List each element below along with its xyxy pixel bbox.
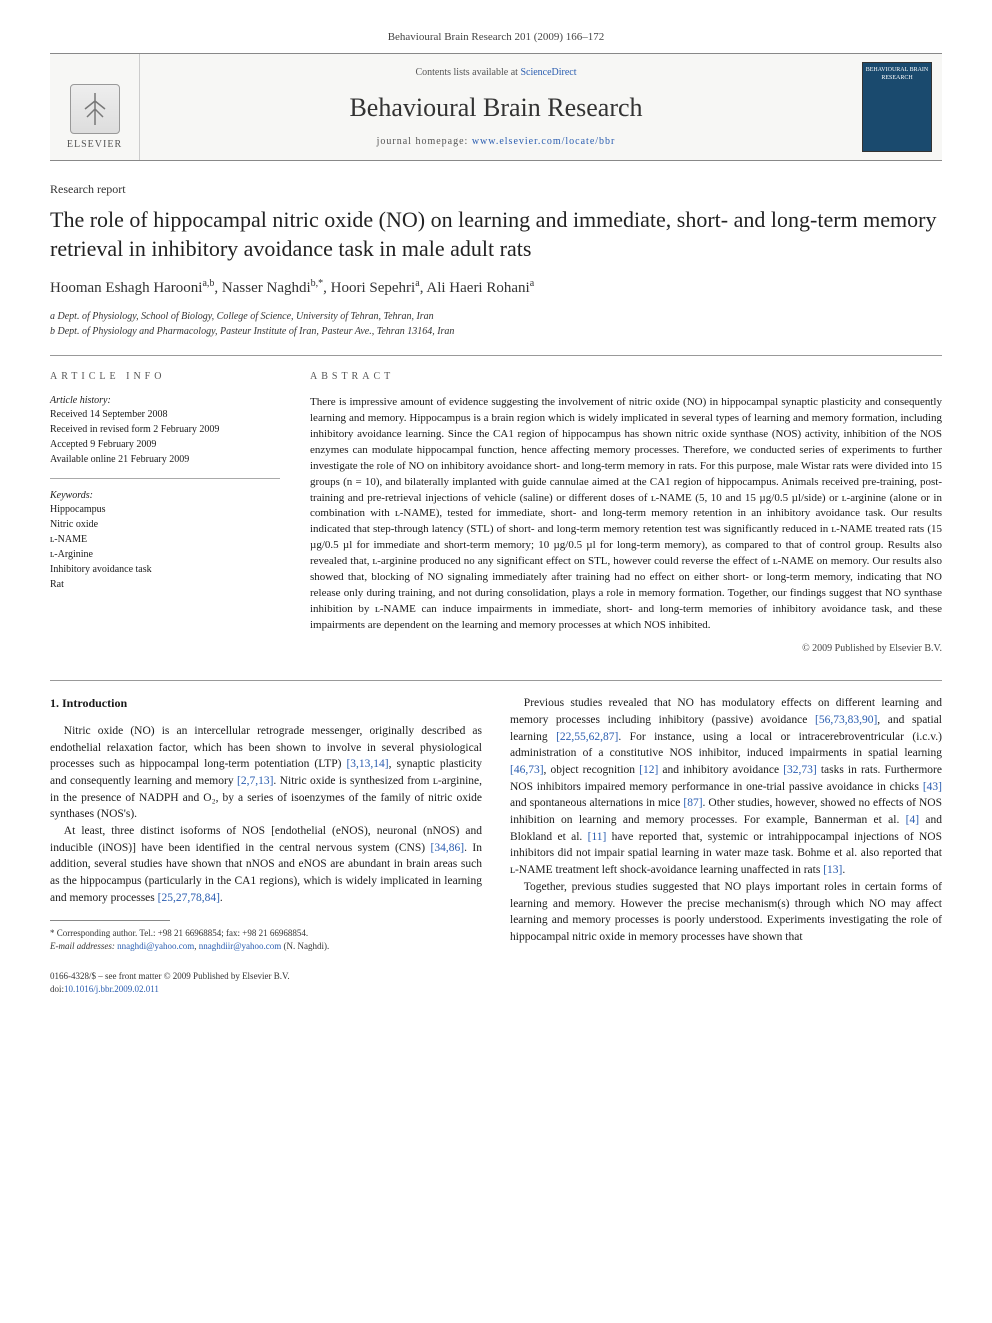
citation-link[interactable]: [4] [906, 814, 919, 826]
body-paragraph: At least, three distinct isoforms of NOS… [50, 823, 482, 906]
citation-link[interactable]: [2,7,13] [237, 775, 273, 787]
body-paragraph: Together, previous studies suggested tha… [510, 879, 942, 946]
email-link[interactable]: nnaghdiir@yahoo.com [199, 941, 282, 951]
abstract-column: abstract There is impressive amount of e… [310, 370, 942, 656]
sciencedirect-link[interactable]: ScienceDirect [520, 67, 576, 78]
footnote-text: * Corresponding author. Tel.: +98 21 669… [50, 928, 308, 938]
citation-link[interactable]: [56,73,83,90] [815, 714, 877, 726]
keywords-label: Keywords: [50, 490, 93, 501]
corresponding-author-footnote: * Corresponding author. Tel.: +98 21 669… [50, 927, 482, 952]
keywords-block: Keywords: Hippocampus Nitric oxide ʟ-NAM… [50, 489, 280, 592]
author-affil-sup: a [415, 278, 419, 289]
article-info-heading: article info [50, 370, 280, 384]
body-text: and spontaneous alternations in mice [510, 797, 683, 809]
front-matter-line: 0166-4328/$ – see front matter © 2009 Pu… [50, 970, 942, 983]
email-label: E-mail addresses: [50, 941, 117, 951]
author-affil-sup: b,* [311, 278, 324, 289]
history-received: Received 14 September 2008 [50, 408, 280, 422]
affiliation-b: b Dept. of Physiology and Pharmacology, … [50, 324, 942, 339]
keyword: Nitric oxide [50, 518, 280, 532]
citation-link[interactable]: [22,55,62,87] [556, 731, 618, 743]
keyword: Hippocampus [50, 503, 280, 517]
article-body: 1. Introduction Nitric oxide (NO) is an … [50, 695, 942, 952]
article-title: The role of hippocampal nitric oxide (NO… [50, 206, 942, 263]
citation-link[interactable]: [87] [683, 797, 702, 809]
journal-title: Behavioural Brain Research [150, 90, 842, 126]
history-label: Article history: [50, 395, 111, 406]
citation-link[interactable]: [32,73] [783, 764, 817, 776]
divider [50, 680, 942, 681]
abstract-text: There is impressive amount of evidence s… [310, 395, 942, 634]
masthead-center: Contents lists available at ScienceDirec… [140, 54, 852, 160]
homepage-prefix: journal homepage: [377, 136, 472, 147]
citation-link[interactable]: [34,86] [431, 842, 465, 854]
author-affil-sup: a [530, 278, 534, 289]
body-text: . [220, 892, 223, 904]
footnote-separator [50, 920, 170, 921]
contents-line: Contents lists available at ScienceDirec… [150, 66, 842, 80]
abstract-copyright: © 2009 Published by Elsevier B.V. [310, 642, 942, 657]
doi-link[interactable]: 10.1016/j.bbr.2009.02.011 [64, 984, 159, 994]
history-accepted: Accepted 9 February 2009 [50, 438, 280, 452]
author: Hooman Eshagh Harooni [50, 280, 202, 296]
keyword: ʟ-Arginine [50, 548, 280, 562]
citation-link[interactable]: [13] [823, 864, 842, 876]
citation-link[interactable]: [25,27,78,84] [158, 892, 220, 904]
author-affil-sup: a,b [202, 278, 214, 289]
body-text: . [842, 864, 845, 876]
divider [50, 355, 942, 356]
email-link[interactable]: nnaghdi@yahoo.com [117, 941, 194, 951]
footnote-text: (N. Naghdi). [281, 941, 329, 951]
citation-link[interactable]: [46,73] [510, 764, 544, 776]
affiliation-a: a Dept. of Physiology, School of Biology… [50, 309, 942, 324]
author-list: Hooman Eshagh Haroonia,b, Nasser Naghdib… [50, 277, 942, 299]
body-paragraph: Nitric oxide (NO) is an intercellular re… [50, 723, 482, 823]
body-text: and inhibitory avoidance [658, 764, 783, 776]
homepage-link[interactable]: www.elsevier.com/locate/bbr [472, 136, 616, 147]
keyword: Rat [50, 578, 280, 592]
article-footer: 0166-4328/$ – see front matter © 2009 Pu… [50, 970, 942, 995]
journal-masthead: ELSEVIER Contents lists available at Sci… [50, 53, 942, 161]
author: Nasser Naghdi [222, 280, 311, 296]
elsevier-tree-icon [70, 84, 120, 134]
body-text: At least, three distinct isoforms of NOS… [50, 825, 482, 854]
info-abstract-row: article info Article history: Received 1… [50, 370, 942, 656]
history-online: Available online 21 February 2009 [50, 453, 280, 467]
doi-prefix: doi: [50, 984, 64, 994]
article-info-column: article info Article history: Received 1… [50, 370, 280, 656]
publisher-block: ELSEVIER [50, 54, 140, 160]
citation-link[interactable]: [12] [639, 764, 658, 776]
citation-link[interactable]: [11] [588, 831, 607, 843]
running-head: Behavioural Brain Research 201 (2009) 16… [50, 30, 942, 45]
body-text: , object recognition [544, 764, 640, 776]
contents-prefix: Contents lists available at [415, 67, 520, 78]
article-history: Article history: Received 14 September 2… [50, 394, 280, 479]
cover-thumb-wrap: BEHAVIOURAL BRAIN RESEARCH [852, 54, 942, 160]
history-revised: Received in revised form 2 February 2009 [50, 423, 280, 437]
homepage-line: journal homepage: www.elsevier.com/locat… [150, 135, 842, 149]
keyword: ʟ-NAME [50, 533, 280, 547]
body-paragraph: Previous studies revealed that NO has mo… [510, 695, 942, 878]
section-heading: 1. Introduction [50, 695, 482, 712]
article-type: Research report [50, 181, 942, 198]
publisher-name: ELSEVIER [67, 138, 122, 152]
affiliations: a Dept. of Physiology, School of Biology… [50, 309, 942, 339]
citation-link[interactable]: [43] [923, 781, 942, 793]
journal-cover-thumb: BEHAVIOURAL BRAIN RESEARCH [862, 62, 932, 152]
doi-line: doi:10.1016/j.bbr.2009.02.011 [50, 983, 942, 996]
citation-link[interactable]: [3,13,14] [346, 758, 388, 770]
abstract-heading: abstract [310, 370, 942, 385]
author: Hoori Sepehri [331, 280, 416, 296]
keyword: Inhibitory avoidance task [50, 563, 280, 577]
author: Ali Haeri Rohani [426, 280, 529, 296]
